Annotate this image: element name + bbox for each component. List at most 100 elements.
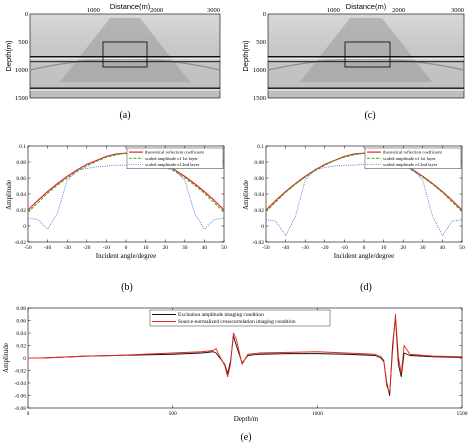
amplitude-chart-d: -50 -40 -30 -20 -10 0 10 20 30 40 50 -0.02 0 0.02 0.04… [253,144,465,251]
x-tick-label: 30 [420,245,426,251]
x-tick-label: -30 [64,245,72,251]
reflector-2-a [30,61,220,63]
x-tick-label: 40 [440,245,446,251]
reflector-1-bright-c [268,58,464,60]
x-tick-label: 50 [221,245,227,251]
reflector-3-bright-a [30,89,220,91]
x-tick-label: 3000 [207,7,220,14]
wedge-shadow-a [60,18,190,82]
xlabel-a: Distance(m) [110,2,151,11]
x-tick-label: 40 [202,245,208,251]
y-tick-label: 0.08 [16,160,26,166]
y-tick-label: 0.02 [16,344,26,350]
y-tick-label: 0.06 [16,176,26,182]
x-tick-label: -20 [83,245,91,251]
series-line-1 [265,152,463,211]
y-tick-label: -0.02 [15,240,27,246]
caption-e: (e) [240,432,251,443]
y-tick-label: 0.1 [257,144,264,150]
y-tick-label: -0.06 [15,394,27,400]
x-tick-label: -20 [321,245,329,251]
y-tick-label: 0.08 [254,160,264,166]
y-tick-label: 0 [23,224,26,230]
x-tick-label: 10 [143,245,149,251]
x-tick-label: 0 [125,245,128,251]
x-tick-label: -40 [282,245,290,251]
y-tick-label: 500 [256,39,266,46]
ylabel-a: Depth(m) [4,40,13,72]
y-tick-label: 0.08 [16,306,26,312]
y-tick-label: -0.08 [15,406,27,412]
legend-label: scaled amplitude of 2nd layer [145,162,200,167]
x-tick-label: -10 [103,245,111,251]
series-line-2 [27,152,225,213]
y-tick-label: 1500 [15,95,28,102]
legend [149,309,331,327]
y-tick-label: 1000 [15,67,28,74]
x-tick-label: -30 [302,245,310,251]
legend-label: scaled amplitude of 1st layer [145,156,198,161]
x-tick-label: 50 [459,245,465,251]
y-tick-label: 0.06 [254,176,264,182]
y-tick-label: 0.02 [16,208,26,214]
x-tick-label: 1000 [327,7,340,14]
caption-c: (c) [364,110,375,121]
y-tick-label: 0.02 [254,208,264,214]
ylabel-e: Amplitude [2,343,10,373]
wedge-shadow-c [300,18,432,82]
x-tick-label: -50 [24,245,32,251]
y-tick-label: 0.06 [16,319,26,325]
y-tick-label: -0.02 [15,369,27,375]
reflector-3-bright-c [268,89,464,91]
legend [364,147,462,169]
caption-b: (b) [121,282,133,293]
x-tick-label: 1500 [457,411,468,417]
series-line-3 [265,163,463,237]
caption-d: (d) [360,282,372,293]
x-tick-label: 2000 [392,7,405,14]
reflector-2-c [268,61,464,63]
x-tick-label: 20 [162,245,168,251]
legend-label: Source-normalized crosscorrelation imagi… [178,319,296,325]
x-tick-label: 30 [182,245,188,251]
x-tick-label: 3000 [451,7,464,14]
ylabel-c: Depth(m) [241,40,250,72]
xlabel-d: Incident angle/degree [334,252,394,260]
y-tick-label: 0.04 [16,192,26,198]
y-tick-label: 0 [263,11,266,18]
reflector-1-bright-a [30,58,220,60]
y-tick-label: -0.04 [15,381,27,387]
x-tick-label: 1000 [312,411,323,417]
y-tick-label: 0 [261,224,264,230]
xlabel-e: Depth/m [234,415,259,423]
legend-label: scaled amplitude of 1st layer [383,156,436,161]
series-line-1 [27,152,225,211]
x-tick-label: 2000 [150,7,163,14]
legend-label: scaled amplitude of 2nd layer [383,162,438,167]
selection-box-a [102,41,148,68]
series-line-2 [28,313,463,393]
reflector-1-c [268,56,464,58]
y-tick-label: 0.1 [19,144,26,150]
depth-trace-chart-e: 0 500 1000 1500 -0.08 -0.06 -0.04 -0.02 0 0.02 0.0… [15,306,468,417]
seismic-panel-c [267,13,465,99]
xlabel-b: Incident angle/degree [96,252,156,260]
seismic-panel-a [29,13,221,99]
xlabel-c: Distance(m) [346,2,387,11]
reflector-3-a [30,87,220,89]
series-line-3 [27,164,225,230]
x-tick-label: -40 [44,245,52,251]
y-tick-label: -0.02 [253,240,265,246]
y-tick-label: 0 [25,11,28,18]
x-tick-label: 0 [27,411,30,417]
y-tick-label: 0 [23,356,26,362]
caption-a: (a) [119,110,130,121]
y-tick-label: 0.04 [254,192,264,198]
ylabel-b: Amplitude [5,180,13,210]
x-tick-label: 500 [169,411,178,417]
y-tick-label: 500 [18,39,28,46]
x-tick-label: -10 [341,245,349,251]
reflector-1-a [30,56,220,58]
x-tick-label: -50 [262,245,270,251]
